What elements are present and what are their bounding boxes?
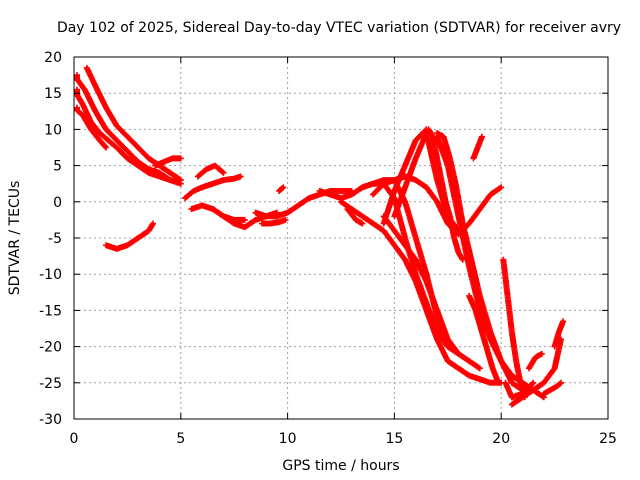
y-tick-label: -15 xyxy=(39,303,62,319)
series-track-2 xyxy=(74,86,174,184)
x-tick-label: 0 xyxy=(70,431,79,447)
x-tick-label: 10 xyxy=(279,431,297,447)
y-tick-label: -30 xyxy=(39,412,62,428)
data-point xyxy=(498,184,505,191)
data-point xyxy=(455,350,462,357)
x-tick-label: 15 xyxy=(385,431,403,447)
series-track-7 xyxy=(182,173,244,202)
data-point xyxy=(241,216,248,223)
data-point xyxy=(177,155,184,162)
data-point xyxy=(359,220,366,227)
data-point xyxy=(459,256,466,263)
data-point xyxy=(444,343,451,350)
y-tick-label: 15 xyxy=(44,86,62,102)
data-point xyxy=(220,169,227,176)
data-point xyxy=(560,318,567,325)
series-track-4 xyxy=(83,64,184,184)
data-point xyxy=(529,380,536,387)
data-point xyxy=(475,364,482,371)
series-track-32 xyxy=(551,318,567,350)
y-tick-label: 20 xyxy=(44,50,62,66)
x-tick-label: 5 xyxy=(176,431,185,447)
series-track-20 xyxy=(380,126,430,227)
data-point xyxy=(150,220,157,227)
data-point xyxy=(493,376,500,383)
data-points xyxy=(74,64,567,408)
y-tick-label: 0 xyxy=(53,195,62,211)
series-track-26 xyxy=(470,133,485,162)
y-tick-label: -10 xyxy=(39,267,62,283)
grid xyxy=(74,57,608,419)
data-point xyxy=(538,350,545,357)
series-track-8 xyxy=(194,162,227,180)
series-track-12 xyxy=(258,216,289,227)
series-track-11 xyxy=(252,187,355,220)
data-point xyxy=(497,185,504,192)
data-point xyxy=(282,216,289,223)
y-tick-label: 10 xyxy=(44,122,62,138)
series-track-6 xyxy=(103,220,157,252)
data-point xyxy=(558,379,565,386)
series-track-19 xyxy=(380,213,462,357)
data-point xyxy=(102,143,109,150)
series-track-31 xyxy=(540,379,565,397)
y-axis-label: SDTVAR / TECUs xyxy=(7,181,23,296)
series-track-27 xyxy=(466,292,500,383)
y-tick-label: -25 xyxy=(39,376,62,392)
data-point xyxy=(280,184,287,191)
data-point xyxy=(530,379,537,386)
data-point xyxy=(279,185,286,192)
axes: 0 5 10 15 20 25 20 15 10 5 0 -5 -10 -15 -20 -25 -30 xyxy=(39,50,617,447)
data-point xyxy=(167,177,174,184)
series-track-16 xyxy=(344,206,366,227)
data-point xyxy=(177,177,184,184)
data-point xyxy=(556,380,563,387)
series-track-13 xyxy=(276,184,287,194)
series-track-33 xyxy=(525,350,545,372)
data-point xyxy=(237,173,244,180)
x-tick-label: 20 xyxy=(492,431,510,447)
y-tick-label: 5 xyxy=(53,159,62,175)
data-point xyxy=(176,176,183,183)
series-track-24 xyxy=(425,126,466,263)
y-tick-label: -20 xyxy=(39,340,62,356)
data-point xyxy=(476,365,483,372)
chart-title: Day 102 of 2025, Sidereal Day-to-day VTE… xyxy=(57,20,621,36)
x-axis-label: GPS time / hours xyxy=(282,458,399,474)
series-track-3 xyxy=(74,104,110,151)
y-tick-label: -5 xyxy=(48,231,62,247)
data-point xyxy=(478,133,485,140)
series-track-30 xyxy=(502,379,537,401)
x-tick-label: 25 xyxy=(599,431,617,447)
series-track-5 xyxy=(152,155,184,169)
data-point xyxy=(103,144,110,151)
data-point xyxy=(539,393,546,400)
